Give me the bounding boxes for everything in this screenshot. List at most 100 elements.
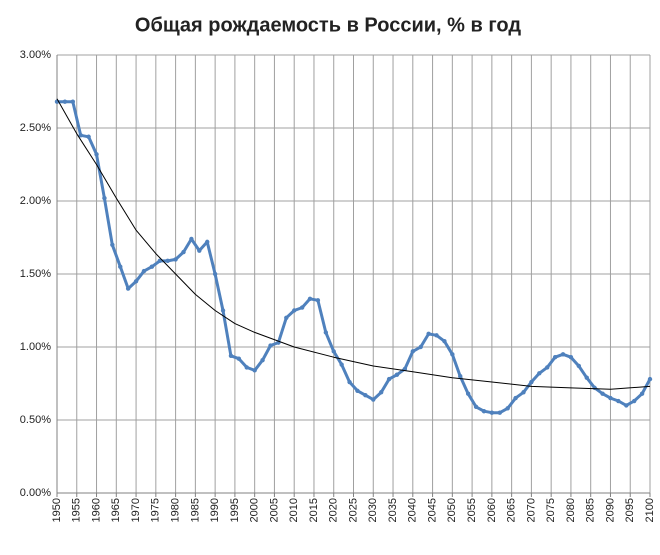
data-point: [244, 365, 249, 370]
data-point: [371, 397, 376, 402]
y-tick-label: 0.00%: [20, 487, 51, 499]
data-point: [165, 258, 170, 264]
data-point: [181, 249, 186, 255]
x-tick-label: 2095: [624, 498, 636, 522]
x-tick-label: 1975: [150, 498, 162, 522]
data-point: [173, 257, 178, 262]
data-point: [568, 355, 574, 360]
data-point: [252, 368, 257, 373]
x-tick-label: 1985: [189, 498, 201, 522]
data-point: [205, 239, 210, 245]
x-tick-label: 2070: [525, 498, 537, 522]
data-point: [62, 99, 68, 104]
data-point: [189, 236, 194, 242]
data-point: [307, 296, 313, 302]
x-tick-label: 2025: [347, 498, 359, 522]
data-point: [363, 392, 368, 398]
x-tick-label: 1970: [130, 498, 142, 522]
data-point: [394, 372, 400, 377]
data-point: [639, 391, 645, 396]
data-point: [489, 410, 495, 415]
data-point: [600, 391, 605, 396]
x-tick-label: 1995: [229, 498, 241, 522]
data-point: [220, 308, 226, 313]
x-tick-label: 2090: [604, 498, 616, 522]
data-point: [624, 403, 629, 408]
x-tick-label: 2075: [545, 498, 557, 522]
data-point: [497, 410, 502, 415]
x-tick-label: 1955: [71, 498, 83, 522]
x-tick-label: 2035: [387, 498, 399, 522]
data-point: [458, 374, 463, 379]
x-tick-label: 2015: [308, 498, 320, 522]
data-point: [560, 352, 566, 357]
data-point: [481, 409, 487, 414]
x-tick-label: 2050: [446, 498, 458, 522]
x-tick-label: 2085: [585, 498, 597, 522]
x-tick-label: 2065: [506, 498, 518, 522]
data-point: [386, 376, 392, 382]
data-point: [323, 330, 329, 335]
data-point: [299, 305, 305, 310]
data-point: [608, 395, 613, 401]
data-point: [212, 271, 218, 277]
data-point: [228, 353, 234, 358]
x-tick-label: 2080: [565, 498, 577, 522]
data-point: [347, 379, 352, 385]
data-point: [141, 268, 147, 274]
data-point: [465, 391, 471, 396]
data-point: [133, 279, 139, 284]
data-point: [268, 343, 273, 348]
x-tick-label: 2055: [466, 498, 478, 522]
data-point: [157, 258, 162, 264]
y-tick-label: 0.50%: [20, 414, 51, 426]
data-point: [331, 349, 336, 354]
x-tick-label: 1950: [51, 498, 63, 522]
data-point: [450, 352, 455, 357]
data-point: [355, 388, 360, 393]
x-tick-label: 1960: [90, 498, 102, 522]
x-tick-label: 2000: [249, 498, 261, 522]
data-point: [292, 308, 297, 313]
x-tick-label: 2100: [644, 498, 656, 522]
x-tick-label: 1980: [170, 498, 182, 522]
x-tick-label: 1990: [209, 498, 221, 522]
data-point: [576, 363, 582, 369]
data-point: [197, 248, 202, 253]
data-point: [110, 242, 115, 247]
data-point: [473, 404, 479, 410]
x-tick-label: 2045: [426, 498, 438, 522]
data-point: [434, 333, 439, 338]
data-point: [94, 152, 99, 157]
data-point: [616, 398, 621, 404]
data-point: [552, 355, 558, 360]
data-point: [339, 362, 344, 367]
data-point: [537, 371, 542, 376]
x-tick-label: 2010: [288, 498, 300, 522]
data-point: [410, 349, 415, 354]
x-tick-label: 2005: [268, 498, 280, 522]
data-point: [521, 390, 526, 395]
y-tick-label: 1.00%: [20, 341, 51, 353]
y-tick-label: 2.50%: [20, 122, 51, 134]
x-tick-label: 2020: [328, 498, 340, 522]
x-tick-label: 2040: [407, 498, 419, 522]
data-point: [592, 385, 597, 391]
data-point: [529, 379, 534, 385]
data-point: [125, 286, 131, 291]
y-tick-label: 2.00%: [20, 195, 51, 207]
data-point: [442, 338, 447, 344]
data-point: [260, 357, 265, 363]
x-tick-label: 2060: [486, 498, 498, 522]
data-point: [118, 264, 123, 269]
data-point: [236, 356, 242, 361]
data-point: [505, 406, 510, 411]
data-point: [378, 390, 384, 395]
chart-title: Общая рождаемость в России, % в год: [135, 14, 521, 36]
data-point: [631, 398, 637, 404]
data-line: [56, 98, 651, 390]
x-tick-label: 1965: [110, 498, 122, 522]
data-point: [70, 99, 76, 104]
data-point: [418, 344, 423, 350]
